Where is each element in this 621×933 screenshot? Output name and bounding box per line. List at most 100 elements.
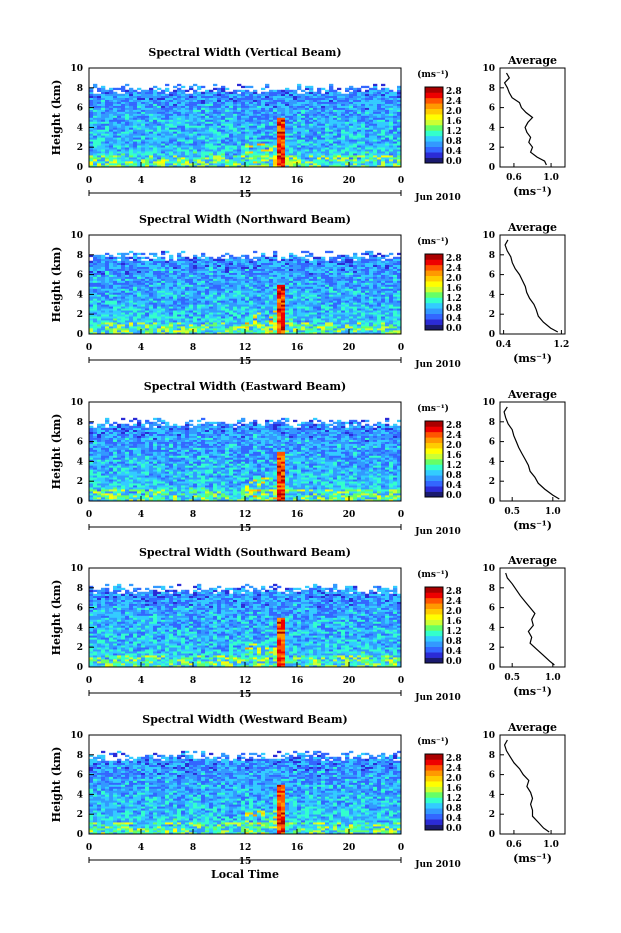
heatmap-cell <box>385 98 389 100</box>
heatmap-cell <box>121 137 125 139</box>
heatmap-cell <box>217 316 221 318</box>
heatmap-cell <box>197 104 201 106</box>
heatmap-cell <box>233 155 237 157</box>
heatmap-cell <box>133 294 137 296</box>
heatmap-cell <box>109 149 113 151</box>
heatmap-cell <box>209 155 213 157</box>
heatmap-cell <box>317 300 321 302</box>
heatmap-cell <box>93 100 97 102</box>
heatmap-cell <box>245 312 249 314</box>
heatmap-cell <box>161 310 165 312</box>
heatmap-cell <box>233 314 237 316</box>
heatmap-cell <box>193 300 197 302</box>
heatmap-cell <box>117 147 121 149</box>
heatmap-cell <box>129 161 133 163</box>
heatmap-cell <box>197 312 201 314</box>
heatmap-cell <box>133 131 137 133</box>
heatmap-cell <box>253 294 257 296</box>
heatmap-cell <box>289 143 293 145</box>
heatmap-cell <box>189 145 193 147</box>
heatmap-cell <box>253 145 257 147</box>
heatmap-cell <box>193 318 197 320</box>
heatmap-cell <box>249 320 253 322</box>
heatmap-cell <box>213 163 217 165</box>
heatmap-cell <box>265 86 269 88</box>
heatmap-cell <box>97 116 101 118</box>
heatmap-cell <box>141 308 145 310</box>
heatmap-cell <box>149 151 153 153</box>
heatmap-cell <box>189 302 193 304</box>
heatmap-cell <box>269 324 273 326</box>
heatmap-cell <box>373 312 377 314</box>
heatmap-cell <box>105 300 109 302</box>
heatmap-cell <box>201 320 205 322</box>
heatmap-cell <box>297 326 301 328</box>
heatmap-cell <box>385 92 389 94</box>
heatmap-cell <box>269 106 273 108</box>
heatmap-cell <box>253 312 257 314</box>
heatmap-cell <box>213 320 217 322</box>
heatmap-cell <box>113 108 117 110</box>
heatmap-cell <box>253 304 257 306</box>
heatmap-cell <box>101 310 105 312</box>
heatmap-cell <box>109 322 113 324</box>
heatmap-cell <box>345 149 349 151</box>
heatmap-cell <box>165 135 169 137</box>
heatmap-cell <box>169 292 173 294</box>
heatmap-cell <box>205 308 209 310</box>
heatmap-cell <box>177 296 181 298</box>
heatmap-cell <box>117 330 121 332</box>
heatmap-cell <box>97 121 101 123</box>
heatmap-cell <box>185 324 189 326</box>
heatmap-cell <box>133 312 137 314</box>
heatmap-cell <box>289 102 293 104</box>
heatmap-cell <box>133 298 137 300</box>
heatmap-cell <box>133 125 137 127</box>
heatmap-cell <box>245 110 249 112</box>
heatmap-cell <box>309 304 313 306</box>
heatmap-cell <box>225 137 229 139</box>
heatmap-cell <box>337 310 341 312</box>
heatmap-cell <box>329 137 333 139</box>
heatmap-cell <box>357 310 361 312</box>
heatmap-cell <box>97 286 101 288</box>
heatmap-cell <box>241 286 245 288</box>
heatmap-cell <box>353 102 357 104</box>
heatmap-cell <box>321 298 325 300</box>
heatmap-cell <box>281 119 285 121</box>
heatmap-cell <box>129 304 133 306</box>
heatmap-cell <box>325 137 329 139</box>
heatmap-cell <box>385 135 389 137</box>
heatmap-cell <box>265 92 269 94</box>
heatmap-cell <box>161 163 165 165</box>
heatmap-cell <box>165 112 169 114</box>
heatmap-cell <box>373 322 377 324</box>
heatmap-cell <box>117 161 121 163</box>
heatmap-cell <box>241 92 245 94</box>
colorbar-unit: (ms⁻¹) <box>417 69 449 80</box>
heatmap-cell <box>349 102 353 104</box>
heatmap-cell <box>97 88 101 90</box>
heatmap-cell <box>317 310 321 312</box>
heatmap-cell <box>309 292 313 294</box>
heatmap-cell <box>169 108 173 110</box>
heatmap-cell <box>121 102 125 104</box>
heatmap-cell <box>297 163 301 165</box>
heatmap-cell <box>245 125 249 127</box>
heatmap-cell <box>209 286 213 288</box>
heatmap-cell <box>121 98 125 100</box>
heatmap-cell <box>185 139 189 141</box>
heatmap-cell <box>177 121 181 123</box>
heatmap-cell <box>149 326 153 328</box>
heatmap-cell <box>369 112 373 114</box>
heatmap-cell <box>133 121 137 123</box>
heatmap-cell <box>289 131 293 133</box>
heatmap-cell <box>149 318 153 320</box>
heatmap-cell <box>265 106 269 108</box>
heatmap-cell <box>185 102 189 104</box>
heatmap-cell <box>125 151 129 153</box>
heatmap-cell <box>213 123 217 125</box>
heatmap-cell <box>349 137 353 139</box>
heatmap-cell <box>385 118 389 120</box>
heatmap-cell <box>277 137 281 139</box>
